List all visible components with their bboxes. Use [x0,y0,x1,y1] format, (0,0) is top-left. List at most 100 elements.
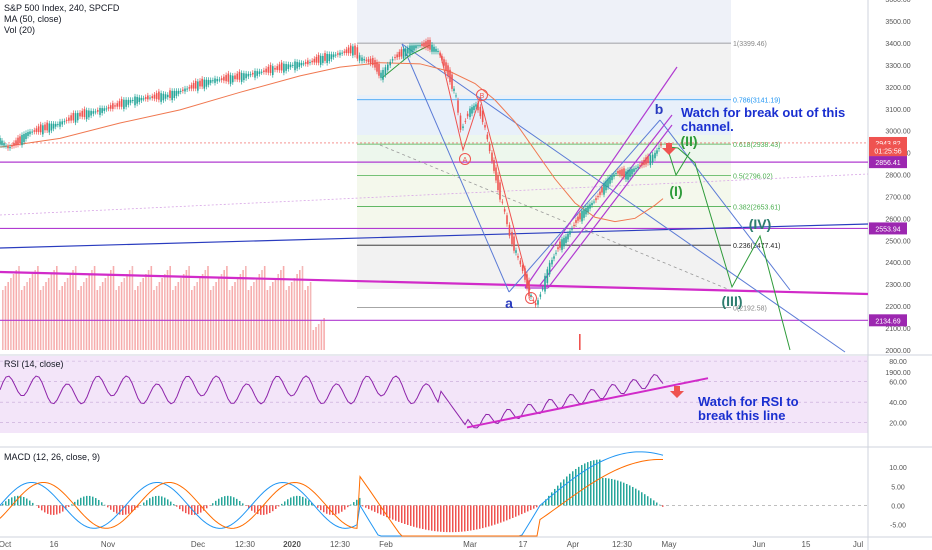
macd-histogram-bar [29,500,31,506]
candle-body [356,47,359,59]
price-tick-label: 2000.00 [885,348,910,355]
candle-body [559,241,561,248]
magenta-trendline [0,270,869,296]
candle-body [294,61,296,71]
macd-histogram-bar [104,504,106,506]
macd-histogram-bar [269,505,271,514]
candle-body [455,95,457,97]
volume-bar [88,274,90,350]
macd-histogram-bar [590,461,592,506]
volume-bar [29,278,31,350]
candle-body [227,73,230,82]
candle-body [194,80,197,89]
macd-histogram-bar [332,505,334,515]
macd-histogram-bar [92,496,94,506]
macd-histogram-bar [101,502,103,506]
candle-body [511,231,513,245]
candle-body [105,108,108,110]
candle-body [345,49,348,54]
candle-body [615,173,617,175]
macd-histogram-bar [278,505,280,507]
macd-histogram-bar [347,505,349,508]
macd-histogram-bar [161,496,163,506]
candle-body [641,162,643,166]
macd-histogram-bar [233,497,235,506]
volume-bar [299,270,301,350]
candle-body [182,89,184,91]
candle-body [151,96,154,99]
macd-histogram-bar [494,505,496,525]
candle-body [17,137,19,145]
volume-bar [66,278,69,350]
candle-body [243,73,245,81]
blue-diagonal [508,119,661,293]
macd-histogram-bar [461,505,463,532]
candle-body [557,247,559,250]
macd-histogram-bar [497,505,499,524]
candle-body [300,62,303,66]
macd-histogram-bar [593,460,595,506]
price-badge-label: 01:25:56 [874,148,901,155]
candle-body [537,300,539,305]
candle-body [544,275,546,292]
macd-tick-label: 0.00 [891,503,905,510]
candle-body [39,124,42,133]
candle-body [339,52,341,56]
macd-histogram-bar [257,505,259,515]
candle-body [267,66,270,73]
price-axis[interactable]: 3600.00 3500.00 3400.00 3300.00 3200.00 3100.… [885,0,910,530]
macd-histogram-bar [143,502,145,506]
macd-histogram-bar [563,479,565,506]
candle-body [380,72,382,78]
candle-body [54,123,57,127]
wave-projection[interactable] [667,146,791,351]
candle-body [11,145,13,147]
candle-body [79,112,81,117]
time-tick-label: Nov [101,540,115,549]
macd-histogram-bar [617,480,619,506]
candle-body [144,97,147,99]
macd-histogram-bar [2,503,4,506]
time-axis[interactable]: Oct 16 Nov Dec 12:30 2020 12:30 Feb Mar 17 Apr 12:3… [0,540,863,549]
candle-body [283,63,285,73]
drawing-lines[interactable] [0,43,869,353]
macd-histogram-bar [197,505,199,514]
candle-body [42,125,44,135]
candle-body [611,175,613,181]
macd-histogram-bar [404,505,406,524]
wave-II-label: (II) [680,133,697,149]
macd-histogram-bar [632,486,634,506]
signal-line [0,458,664,537]
macd-histogram-bar [362,505,364,507]
volume-bar [131,266,134,350]
candle-body [551,259,553,265]
volume-bar [323,318,325,350]
volume-bar [293,278,296,350]
time-tick-label: Feb [379,540,393,549]
macd-histogram-bar [98,499,100,506]
volume-bar [99,286,101,350]
candle-body [372,58,374,66]
macd-histogram-bar [89,495,91,506]
macd-histogram-bar [587,462,589,506]
macd-histogram-bar [491,505,493,526]
candle-body [332,54,335,58]
candle-body [48,123,51,133]
macd-histogram-bar [323,505,325,513]
candle-body [285,64,287,71]
candle-body [517,256,519,258]
volume-bar [309,282,312,350]
candle-body [29,131,31,135]
macd-histogram-bar [26,498,28,506]
candle-body [92,111,95,114]
macd-histogram-bar [386,505,388,518]
macd-tick-label: 10.00 [889,465,907,472]
time-tick-label: 12:30 [330,540,351,549]
macd-histogram-bar [215,500,217,506]
candle-body [649,155,652,166]
fib-level-label: 0.5(2796.02) [733,173,773,180]
macd-tick-label: 5.00 [891,484,905,491]
volume-bar [4,286,7,350]
candle-body [140,97,143,101]
